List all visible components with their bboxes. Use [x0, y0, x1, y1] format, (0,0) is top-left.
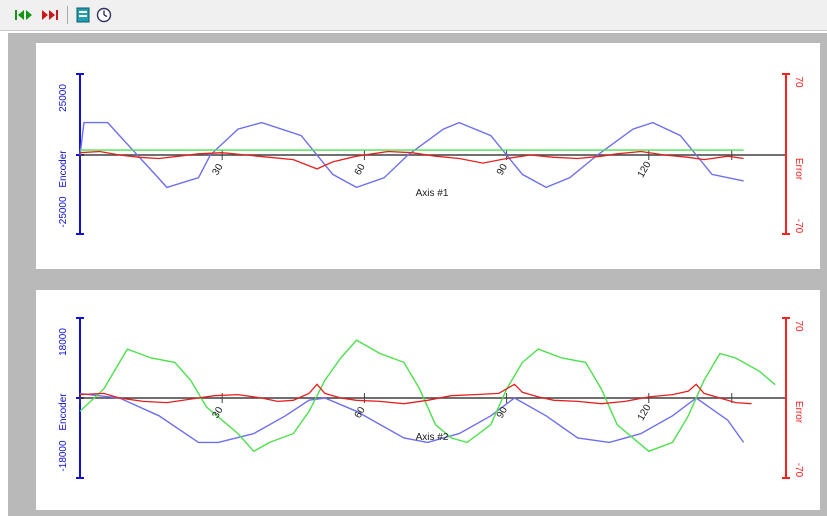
toolbar [0, 0, 827, 31]
right-y-tick-label: 70 [793, 320, 804, 332]
chart-title: Axis #1 [416, 188, 449, 199]
left-y-axis-label: Encoder [58, 393, 69, 431]
green-play-arrows-icon[interactable] [14, 6, 34, 24]
x-tick-label: 60 [353, 405, 368, 421]
chart-title: Axis #2 [416, 432, 449, 443]
x-tick-label: 30 [210, 162, 225, 178]
red-stop-arrows-icon[interactable] [40, 6, 60, 24]
left-y-tick-label: -18000 [58, 440, 69, 472]
series-line-1 [79, 339, 776, 453]
chart-panel-axis-1 [36, 43, 820, 269]
right-y-tick-label: 70 [793, 76, 804, 88]
left-y-tick-label: -25000 [58, 196, 69, 228]
left-y-tick-label: 25000 [58, 84, 69, 112]
export-icon[interactable] [73, 6, 93, 24]
right-y-axis-label: Error [793, 401, 804, 424]
x-tick-label: 120 [636, 402, 654, 422]
x-tick-label: 120 [636, 159, 654, 179]
x-tick-label: 90 [495, 405, 510, 421]
right-y-axis-label: Error [793, 158, 804, 181]
x-tick-label: 90 [495, 162, 510, 178]
right-y-tick-label: -70 [793, 219, 804, 234]
left-y-tick-label: 18000 [58, 328, 69, 356]
right-y-tick-label: -70 [793, 463, 804, 478]
series-line-2 [79, 150, 744, 170]
x-tick-label: 60 [353, 162, 368, 178]
series-line-2 [79, 383, 752, 405]
clock-icon[interactable] [94, 6, 114, 24]
toolbar-separator [67, 6, 68, 24]
series-line-0 [79, 121, 744, 189]
x-tick-label: 30 [210, 405, 225, 421]
series-line-0 [79, 392, 745, 444]
left-y-axis-label: Encoder [58, 150, 69, 188]
